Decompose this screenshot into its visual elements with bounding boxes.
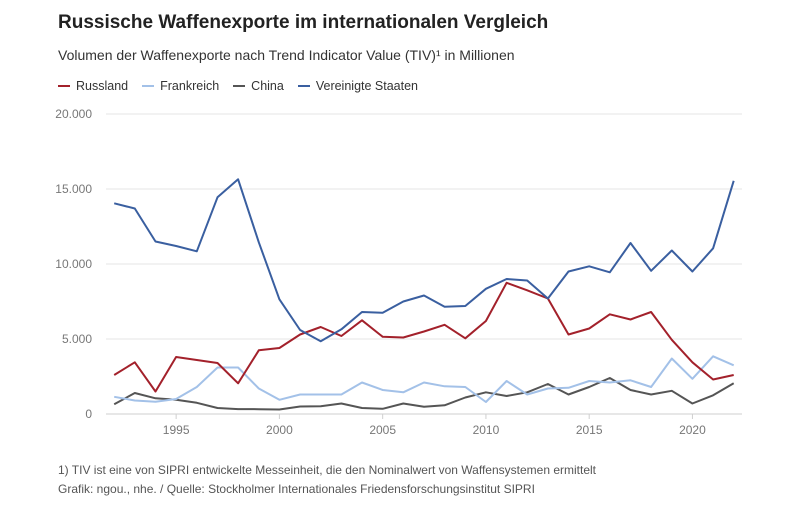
- series-line-frankreich: [114, 355, 735, 403]
- footnote-block: 1) TIV ist eine von SIPRI entwickelte Me…: [58, 461, 596, 499]
- legend-item: Vereinigte Staaten: [297, 79, 419, 93]
- series-line-china: [113, 377, 735, 411]
- legend-label: Frankreich: [160, 79, 220, 93]
- legend-label: Vereinigte Staaten: [315, 79, 419, 93]
- x-tick-label: 2000: [266, 423, 293, 437]
- x-tick-label: 2020: [679, 423, 706, 437]
- y-tick-label: 10.000: [55, 257, 92, 271]
- y-tick-label: 5.000: [62, 332, 92, 346]
- legend-swatch: [142, 85, 155, 87]
- series-lines: [113, 178, 735, 411]
- x-axis-ticks: 1995 2000 2005 2010 2015 2020: [163, 414, 706, 437]
- x-tick-label: 2010: [473, 423, 500, 437]
- series-line-russland: [113, 281, 734, 393]
- grid-lines: [106, 113, 742, 415]
- legend-swatch: [58, 85, 70, 87]
- y-tick-label: 0: [85, 407, 92, 421]
- footnote: 1) TIV ist eine von SIPRI entwickelte Me…: [58, 463, 597, 477]
- legend-swatch: [233, 85, 246, 87]
- legend-swatch: [297, 85, 310, 87]
- x-tick-label: 1995: [163, 423, 190, 437]
- legend-item: Frankreich: [142, 79, 219, 93]
- legend-item: Russland: [58, 79, 128, 93]
- line-chart: 0 5.000 10.000 15.000 20.000 1995 2000 2005 201…: [55, 107, 742, 437]
- x-tick-label: 2005: [369, 423, 396, 437]
- y-tick-label: 20.000: [55, 107, 92, 121]
- legend: Russland Frankreich China Vereinigte Staate…: [58, 79, 418, 93]
- series-line-vereinigte-staaten: [113, 178, 735, 343]
- y-axis-ticks: 0 5.000 10.000 15.000 20.000: [55, 107, 92, 421]
- source-note: Grafik: ngou., nhe. / Quelle: Stockholme…: [58, 482, 535, 496]
- y-tick-label: 15.000: [55, 182, 92, 196]
- chart-subtitle: Volumen der Waffenexporte nach Trend Ind…: [58, 47, 515, 63]
- legend-item: China: [233, 79, 284, 93]
- x-tick-label: 2015: [576, 423, 603, 437]
- chart-title: Russische Waffenexporte im international…: [58, 12, 549, 33]
- legend-label: Russland: [76, 79, 129, 93]
- legend-label: China: [251, 79, 284, 93]
